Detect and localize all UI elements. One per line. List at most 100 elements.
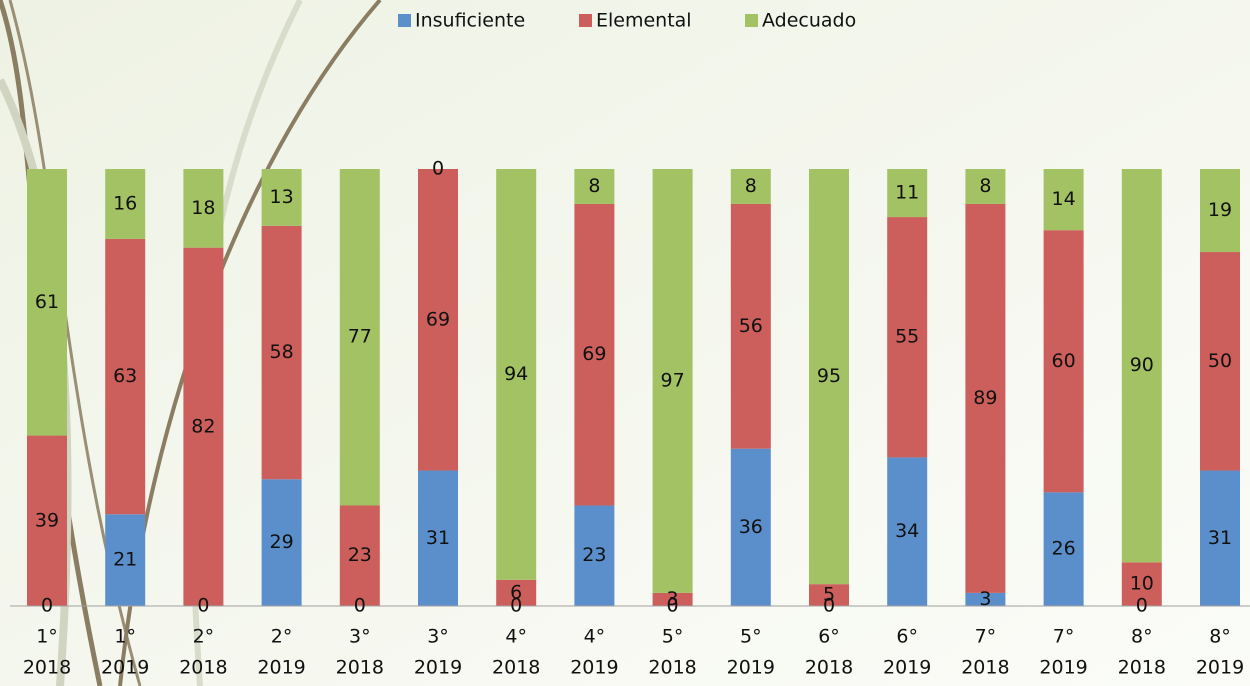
bar-segment: [574, 203, 615, 506]
bar-segment: [339, 169, 380, 506]
data-label: 3: [667, 588, 679, 610]
x-tick-label: 2019: [257, 657, 305, 679]
bar-segment: [652, 169, 693, 593]
legend-swatch: [579, 14, 592, 27]
data-label: 34: [895, 520, 919, 542]
data-label: 0: [823, 595, 835, 617]
x-tick-label: 5°: [662, 626, 684, 648]
x-tick-label: 6°: [896, 626, 918, 648]
data-label: 61: [35, 291, 59, 313]
data-label: 8: [588, 175, 600, 197]
data-label: 55: [895, 326, 919, 348]
data-label: 13: [270, 186, 294, 208]
data-label: 8: [745, 175, 757, 197]
x-tick-label: 1°: [114, 626, 136, 648]
x-tick-label: 2019: [883, 657, 931, 679]
data-label: 58: [270, 341, 294, 363]
legend-label: Insuficiente: [415, 10, 525, 32]
legend-swatch: [398, 14, 411, 27]
bar-segment: [496, 579, 537, 606]
data-label: 63: [113, 365, 137, 387]
x-tick-label: 2018: [961, 657, 1009, 679]
plot-area: [27, 169, 1240, 606]
data-label: 89: [973, 387, 997, 409]
bar-segment: [1200, 470, 1240, 606]
data-label: 0: [432, 158, 444, 180]
data-label: 21: [113, 549, 137, 571]
data-label: 31: [426, 527, 450, 549]
bar-segment: [1200, 252, 1240, 471]
bar-segment: [574, 169, 615, 204]
data-label: 19: [1208, 199, 1232, 221]
bar-segment: [574, 505, 615, 606]
bar-segment: [261, 479, 302, 606]
bar-segment: [261, 169, 302, 226]
x-tick-label: 2019: [101, 657, 149, 679]
data-label: 77: [348, 326, 372, 348]
bar-segment: [1200, 169, 1240, 253]
x-tick-label: 2019: [570, 657, 618, 679]
data-label: 56: [739, 315, 763, 337]
x-tick-label: 2019: [727, 657, 775, 679]
x-tick-label: 2018: [805, 657, 853, 679]
bar-segment: [730, 448, 771, 606]
x-tick-label: 8°: [1131, 626, 1153, 648]
data-label: 95: [817, 365, 841, 387]
data-label: 16: [113, 192, 137, 214]
x-tick-label: 2018: [23, 657, 71, 679]
data-label: 94: [504, 363, 528, 385]
x-tick-label: 4°: [505, 626, 527, 648]
bar-segment: [1121, 169, 1162, 563]
data-label: 5: [823, 584, 835, 606]
bar-segment: [1043, 492, 1084, 606]
bar-segment: [1043, 169, 1084, 231]
data-label: 60: [1052, 350, 1076, 372]
data-label: 11: [895, 182, 919, 204]
bar-segment: [496, 169, 537, 580]
data-label: 36: [739, 516, 763, 538]
bar-segment: [730, 169, 771, 204]
data-label: 0: [354, 595, 366, 617]
legend-label: Elemental: [596, 10, 692, 32]
data-label: 3: [979, 588, 991, 610]
bar-segment: [887, 457, 928, 606]
bar-segment: [183, 247, 224, 606]
legend-label: Adecuado: [762, 10, 856, 32]
bar-segment: [730, 203, 771, 449]
data-label: 50: [1208, 350, 1232, 372]
bar-segment: [652, 592, 693, 606]
data-label: 14: [1052, 188, 1076, 210]
data-label: 0: [197, 595, 209, 617]
bar-segment: [105, 238, 146, 515]
bar-segment: [809, 584, 849, 606]
x-tick-label: 8°: [1209, 626, 1231, 648]
x-tick-label: 2018: [179, 657, 227, 679]
data-label: 39: [35, 509, 59, 531]
data-label: 6: [510, 581, 522, 603]
bar-segment: [105, 514, 146, 606]
bar-segment: [965, 169, 1006, 204]
x-tick-label: 7°: [1053, 626, 1075, 648]
bar-segment: [105, 169, 146, 239]
data-label: 23: [348, 544, 372, 566]
bar-segment: [965, 203, 1006, 593]
data-label: 8: [979, 175, 991, 197]
bar-segment: [418, 169, 458, 471]
data-label: 18: [191, 197, 215, 219]
bar-segment: [809, 169, 849, 585]
bar-segment: [261, 225, 302, 480]
bar-segment: [887, 217, 928, 458]
bar-segment: [1043, 230, 1084, 493]
x-tick-label: 6°: [818, 626, 840, 648]
data-label: 82: [191, 415, 215, 437]
x-tick-label: 4°: [584, 626, 606, 648]
data-label: 26: [1052, 538, 1076, 560]
data-label: 0: [41, 595, 53, 617]
data-label: 23: [582, 544, 606, 566]
legend-swatch: [745, 14, 758, 27]
data-label: 31: [1208, 527, 1232, 549]
data-label: 0: [510, 595, 522, 617]
x-tick-label: 2019: [414, 657, 462, 679]
x-tick-label: 2018: [492, 657, 540, 679]
x-tick-label: 2°: [193, 626, 215, 648]
